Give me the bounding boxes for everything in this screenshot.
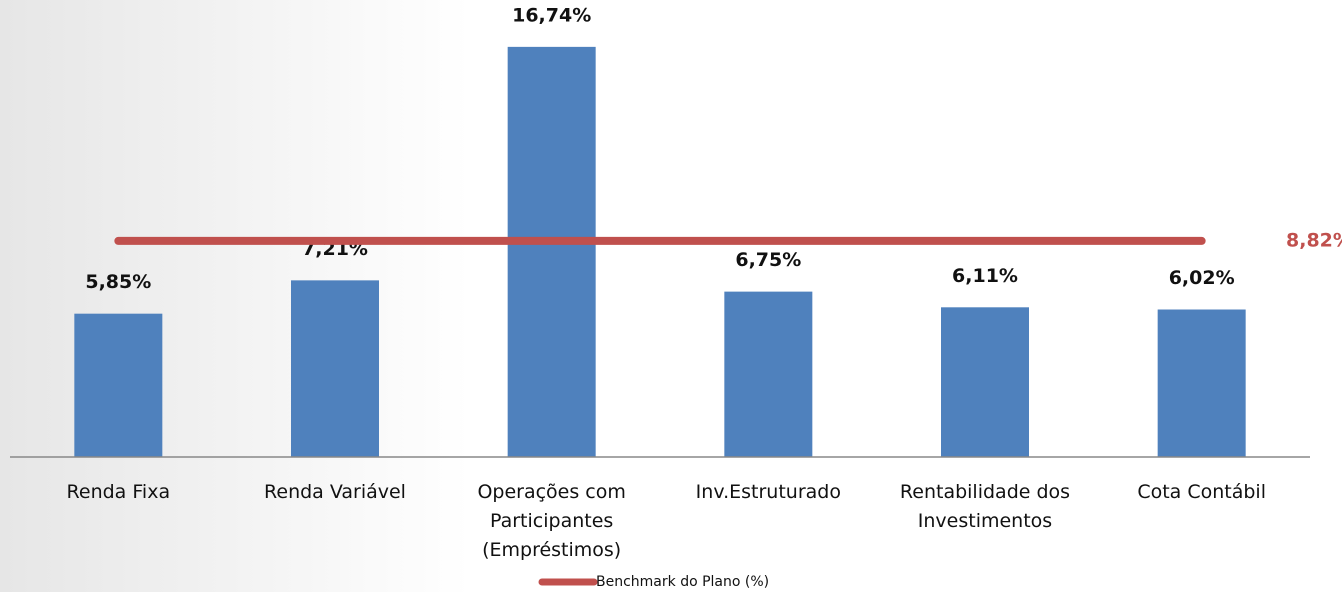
- bar: [941, 307, 1029, 457]
- bar: [1157, 309, 1246, 457]
- x-tick-label: Operações com Participantes (Empréstimos…: [477, 481, 626, 561]
- value-label: 6,75%: [735, 249, 801, 271]
- value-label: 6,11%: [952, 265, 1018, 287]
- x-tick-label: Renda Variável: [264, 481, 406, 503]
- value-label: 16,74%: [512, 4, 591, 26]
- x-tick-label: Inv.Estruturado: [695, 481, 841, 503]
- bar: [291, 280, 379, 457]
- benchmark-label: 8,82%: [1286, 229, 1342, 251]
- value-label: 6,02%: [1169, 267, 1235, 289]
- x-tick-label: Renda Fixa: [66, 481, 171, 503]
- legend-label: Benchmark do Plano (%): [596, 574, 769, 590]
- x-tick-label: Cota Contábil: [1137, 481, 1266, 503]
- x-tick-label: Rentabilidade dos Investimentos: [899, 481, 1071, 532]
- bar: [724, 291, 813, 457]
- value-label: 5,85%: [85, 271, 151, 293]
- bar: [74, 313, 163, 457]
- bar: [507, 46, 596, 458]
